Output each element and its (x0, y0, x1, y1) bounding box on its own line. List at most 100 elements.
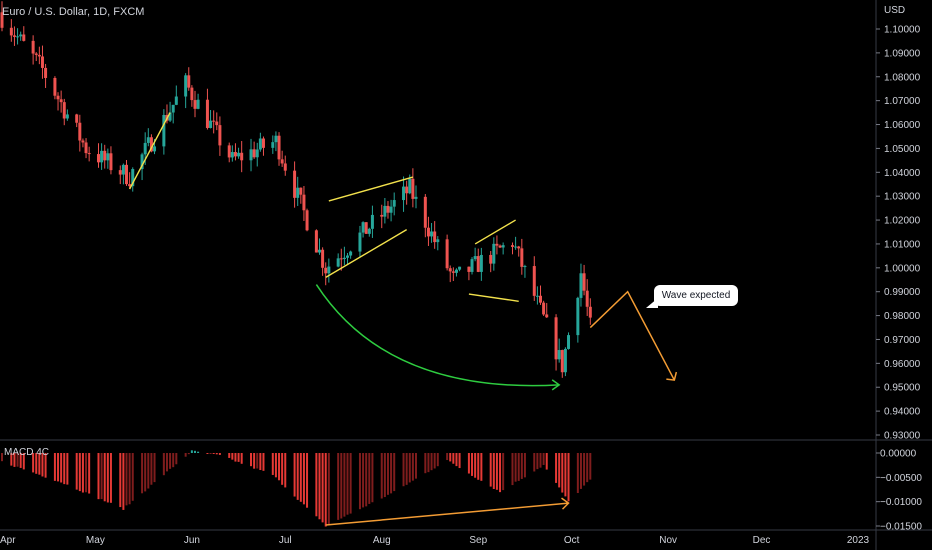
macd-histogram-bar (172, 453, 175, 468)
candle-body (576, 297, 580, 336)
candle-body (9, 27, 13, 36)
macd-histogram-bar (10, 453, 13, 466)
candle-body (563, 348, 567, 373)
macd-histogram-bar (206, 453, 209, 454)
macd-histogram-bar (256, 453, 259, 469)
macd-histogram-bar (430, 453, 433, 471)
macd-histogram-bar (579, 453, 582, 489)
candle-body (280, 159, 284, 164)
macd-histogram-bar (131, 453, 134, 501)
candle-body (539, 295, 543, 303)
time-tick-label: Sep (469, 535, 487, 546)
macd-histogram-bar (253, 453, 256, 469)
macd-histogram-bar (85, 453, 88, 493)
price-tick-label: 1.04000 (884, 168, 921, 179)
macd-histogram-bar (315, 453, 318, 517)
candle-body (433, 231, 437, 243)
candle-body (103, 150, 107, 161)
macd-histogram-bar (514, 453, 517, 482)
candle-body (582, 273, 586, 291)
macd-histogram-bar (365, 453, 368, 507)
macd-histogram-bar (511, 453, 514, 486)
candle-body (545, 314, 549, 318)
candle-body (458, 266, 462, 270)
candle-body (321, 249, 325, 268)
macd-histogram-bar (32, 453, 35, 473)
candle-body (361, 222, 365, 233)
macd-histogram-bar (337, 453, 340, 520)
macd-histogram-bar (480, 453, 483, 481)
macd-histogram-bar (561, 453, 564, 493)
candle-body (75, 114, 79, 123)
candle-body (405, 186, 409, 194)
macd-histogram-bar (589, 453, 592, 480)
price-tick-label: 0.95000 (884, 383, 921, 394)
candle-body (299, 187, 303, 195)
candle-body (423, 196, 427, 228)
macd-histogram-bar (362, 453, 365, 508)
candle-body (498, 245, 502, 248)
candle-body (510, 245, 514, 247)
candle-body (184, 75, 188, 97)
macd-histogram-bar (147, 453, 150, 489)
macd-histogram-bar (165, 453, 168, 472)
macd-histogram-bar (187, 453, 190, 455)
macd-histogram-bar (197, 451, 200, 453)
macd-histogram-bar (66, 453, 69, 485)
candle-body (168, 112, 172, 121)
price-tick-label: 1.03000 (884, 192, 921, 203)
candle-body (84, 142, 88, 154)
macd-histogram-bar (106, 453, 109, 503)
time-tick-label: Jun (184, 535, 200, 546)
macd-histogram-bar (278, 453, 281, 481)
macd-histogram-bar (324, 453, 327, 527)
macd-histogram-bar (455, 453, 458, 467)
macd-histogram-bar (109, 453, 112, 503)
macd-tick-label: −0.00500 (880, 473, 922, 484)
macd-histogram-bar (231, 453, 234, 460)
macd-histogram-bar (567, 453, 570, 502)
macd-histogram-bar (545, 453, 548, 470)
macd-histogram-bar (502, 453, 505, 491)
candle-body (560, 350, 564, 373)
macd-histogram-bar (13, 453, 16, 467)
macd-histogram-bar (586, 453, 589, 483)
candle-body (383, 205, 387, 217)
candle-body (489, 254, 493, 264)
macd-histogram-bar (57, 453, 60, 482)
macd-histogram-bar (433, 453, 436, 469)
macd-histogram-bar (449, 453, 452, 462)
macd-histogram-bar (402, 453, 405, 487)
candle-body (448, 268, 452, 272)
price-tick-label: 1.01000 (884, 239, 921, 250)
candle-body (118, 170, 122, 175)
price-chart-title: Euro / U.S. Dollar, 1D, FXCM (2, 6, 145, 18)
candle-body (386, 205, 390, 213)
macd-histogram-bar (408, 453, 411, 483)
candle-body (31, 40, 35, 54)
trendline-may-rise (129, 112, 171, 190)
candle-body (467, 266, 471, 272)
macd-histogram-bar (499, 453, 502, 493)
macd-histogram-bar (542, 453, 545, 465)
macd-histogram-bar (259, 453, 262, 471)
macd-histogram-bar (122, 453, 125, 510)
candle-body (523, 266, 527, 268)
candle-body (140, 154, 144, 170)
projected-wave-arrowhead (666, 371, 678, 381)
macd-histogram-bar (41, 453, 44, 477)
macd-histogram-bar (517, 453, 520, 481)
wedge-lower-line (325, 229, 408, 278)
candle-body (56, 95, 60, 100)
macd-histogram-bar (492, 453, 495, 490)
macd-histogram-bar (284, 453, 287, 488)
candle-body (131, 169, 135, 187)
candle-body (78, 122, 82, 141)
macd-histogram-bar (293, 453, 296, 497)
candle-body (106, 153, 110, 161)
candle-body (149, 137, 153, 152)
candle-body (367, 228, 371, 234)
macd-histogram-bar (103, 453, 106, 502)
macd-histogram-bar (411, 453, 414, 481)
candle-body (336, 258, 340, 267)
